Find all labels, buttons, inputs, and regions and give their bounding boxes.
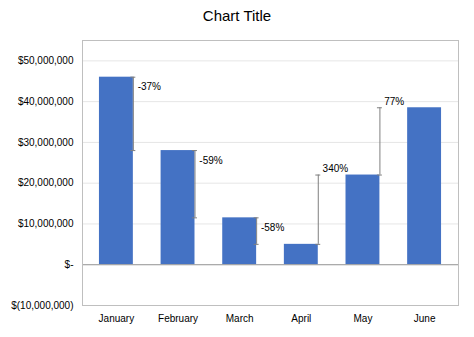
svg-text:-58%: -58% (261, 222, 284, 233)
svg-text:-37%: -37% (138, 81, 161, 92)
svg-text:March: March (226, 313, 254, 324)
svg-text:April: April (291, 313, 311, 324)
svg-text:$20,000,000: $20,000,000 (18, 177, 74, 188)
svg-text:$-: $- (65, 259, 74, 270)
svg-text:January: January (99, 313, 135, 324)
html-text:Chart Title: Chart Title (202, 7, 272, 24)
svg-text:May: May (354, 313, 373, 324)
svg-text:$30,000,000: $30,000,000 (18, 137, 74, 148)
svg-text:$40,000,000: $40,000,000 (18, 96, 74, 107)
svg-text:June: June (414, 313, 436, 324)
svg-text:-59%: -59% (199, 155, 222, 166)
svg-text:$10,000,000: $10,000,000 (18, 218, 74, 229)
svg-text:February: February (158, 313, 198, 324)
svg-text:340%: 340% (323, 163, 349, 174)
svg-text:77%: 77% (384, 96, 404, 107)
svg-text:$(10,000,000): $(10,000,000) (11, 300, 73, 311)
svg-text:$50,000,000: $50,000,000 (18, 55, 74, 66)
